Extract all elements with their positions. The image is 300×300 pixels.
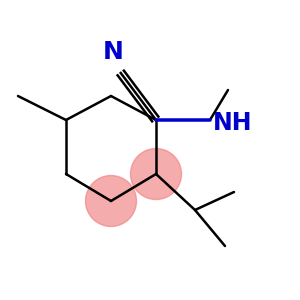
Circle shape: [85, 176, 136, 226]
Circle shape: [130, 148, 182, 200]
Text: N: N: [103, 40, 124, 64]
Text: NH: NH: [213, 111, 253, 135]
